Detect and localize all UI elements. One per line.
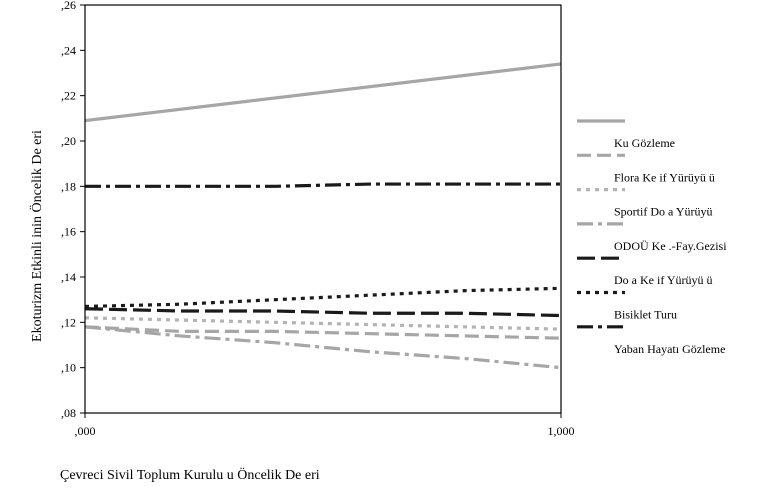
legend-label-1: Ku Gözleme (614, 136, 675, 150)
series-line-7 (85, 182, 561, 188)
y-tick-label: ,22 (61, 89, 76, 103)
legend: Ku Gözleme Flora Ke if Yürüyü ü Sportif Do… (577, 119, 727, 356)
series-line-3 (84, 316, 562, 331)
y-tick-label: ,24 (61, 43, 76, 57)
legend-label-6: Bisiklet Turu (614, 308, 677, 322)
series-line-6 (84, 286, 562, 309)
series-line-1 (84, 62, 562, 123)
axes (80, 4, 562, 418)
y-tick-label: ,26 (61, 0, 76, 12)
plot-frame (84, 4, 562, 414)
y-tick-label: ,12 (61, 315, 76, 329)
legend-label-5: Do a Ke if Yürüyü ü (614, 273, 713, 287)
y-tick-label: ,14 (61, 270, 76, 284)
x-tick-label: 1,000 (548, 424, 575, 438)
legend-label-3: Sportif Do a Yürüyü (614, 205, 713, 219)
legend-label-4: ODOÜ Ke .-Fay.Gezisi (614, 239, 727, 253)
series-line-4 (84, 325, 562, 370)
y-axis-title: Ekoturizm Etkinli inin Öncelik De eri (28, 130, 45, 342)
y-tick-label: ,18 (61, 179, 76, 193)
y-tick-label: ,08 (61, 406, 76, 420)
y-tick-label: ,10 (61, 361, 76, 375)
legend-label-2: Flora Ke if Yürüyü ü (614, 170, 715, 184)
legend-label-7: Yaban Hayatı Gözleme (614, 342, 725, 356)
x-tick-labels: ,000 1,000 (75, 424, 575, 438)
y-tick-label: ,16 (61, 225, 76, 239)
x-tick-label: ,000 (75, 424, 96, 438)
plot-area (84, 62, 562, 370)
y-tick-label: ,20 (61, 134, 76, 148)
y-tick-labels: ,08 ,10 ,12 ,14 ,16 ,18 ,20 ,22 ,24 ,26 (61, 0, 76, 420)
series-line-5 (84, 307, 562, 318)
x-axis-title: Çevreci Sivil Toplum Kurulu u Öncelik De… (60, 466, 320, 483)
